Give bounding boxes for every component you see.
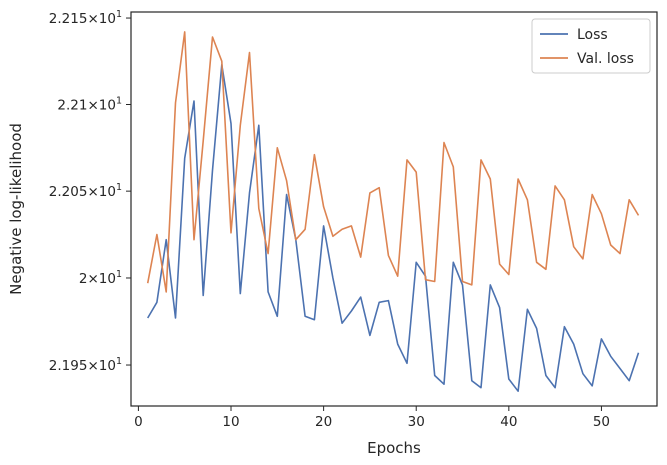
y-tick-label: 2.205×101 <box>49 182 122 200</box>
x-axis-ticks: 0 10 20 30 40 50 <box>134 406 610 430</box>
x-axis-label: Epochs <box>367 439 421 457</box>
y-tick-mantissa: 2 <box>79 271 88 287</box>
y-tick-exponent: 1 <box>116 9 122 20</box>
y-tick-mantissa: 2.195 <box>49 358 88 374</box>
legend-label-0: Loss <box>577 27 608 43</box>
x-tick-label: 10 <box>222 414 239 430</box>
y-tick-exponent: 1 <box>116 182 122 193</box>
y-tick-label: 2.215×101 <box>49 9 122 27</box>
plot-lines <box>146 31 640 393</box>
x-tick-label: 40 <box>500 414 517 430</box>
y-tick-exponent: 1 <box>116 95 122 106</box>
y-tick-label: 2.195×101 <box>49 356 122 374</box>
legend-label-1: Val. loss <box>577 51 634 67</box>
y-tick-mantissa: 2.21 <box>57 97 87 113</box>
x-tick-label: 20 <box>315 414 332 430</box>
series-line-0 <box>147 63 640 393</box>
y-tick-label: 2.21×101 <box>57 95 122 113</box>
y-tick-mantissa: 2.215 <box>49 11 88 27</box>
y-tick-exponent: 1 <box>116 356 122 367</box>
x-tick-label: 50 <box>593 414 610 430</box>
series-line-1 <box>146 31 640 293</box>
y-tick-exponent: 1 <box>116 269 122 280</box>
plot-frame <box>130 11 658 407</box>
x-tick-label: 30 <box>408 414 425 430</box>
legend-box <box>531 18 651 74</box>
y-tick-label: 2×101 <box>79 269 122 287</box>
y-tick-mantissa: 2.205 <box>49 184 88 200</box>
y-axis-label: Negative log-likelihood <box>7 123 25 295</box>
legend: Loss Val. loss <box>531 18 651 74</box>
y-axis-ticks: 2.195×101 2×101 2.205×101 2.21×101 2.215×101 <box>49 9 131 374</box>
x-tick-label: 0 <box>134 414 143 430</box>
